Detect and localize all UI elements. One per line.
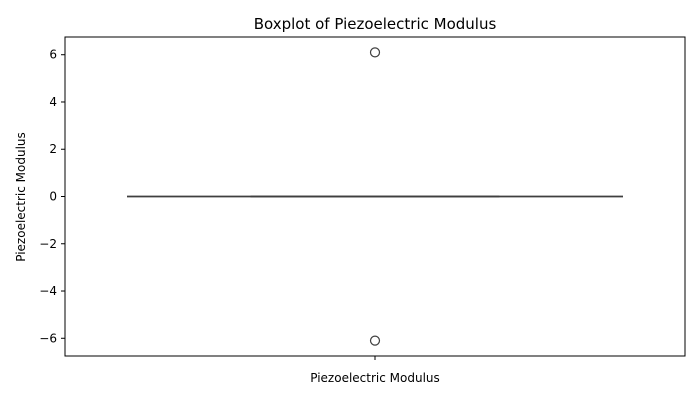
y-tick-label: −6 bbox=[39, 331, 57, 345]
outlier-point bbox=[371, 48, 380, 57]
y-tick-label: −4 bbox=[39, 284, 57, 298]
chart-title: Boxplot of Piezoelectric Modulus bbox=[254, 15, 497, 33]
y-tick-label: 0 bbox=[49, 190, 57, 204]
plot-area bbox=[65, 37, 685, 356]
y-tick-label: −2 bbox=[39, 237, 57, 251]
outlier-point bbox=[371, 336, 380, 345]
y-tick-label: 4 bbox=[49, 95, 57, 109]
x-axis-title: Piezoelectric Modulus bbox=[310, 371, 440, 385]
y-axis-ticks: −6 −4 −2 0 2 4 6 bbox=[39, 48, 65, 346]
y-axis-title: Piezoelectric Modulus bbox=[14, 132, 28, 262]
y-tick-label: 6 bbox=[49, 48, 57, 62]
y-tick-label: 2 bbox=[49, 142, 57, 156]
